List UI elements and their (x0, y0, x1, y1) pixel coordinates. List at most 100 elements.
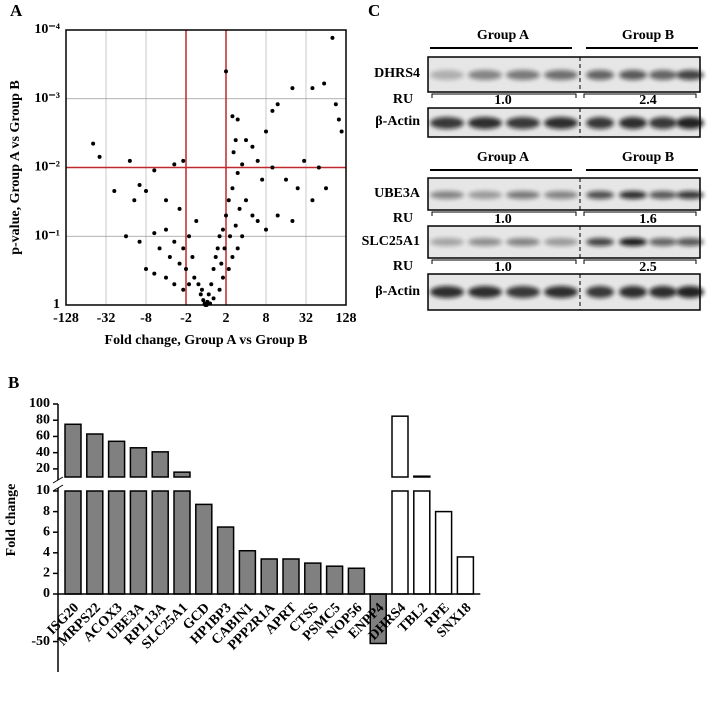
point (228, 234, 233, 239)
point (167, 254, 172, 259)
point (339, 129, 344, 134)
point (330, 35, 335, 40)
point (230, 254, 235, 259)
x-axis-label: Fold change, Group A vs Group B (105, 333, 308, 348)
y-tick-label: 6 (43, 524, 50, 539)
point (316, 165, 321, 170)
point (152, 168, 157, 173)
x-tick-label: -8 (140, 311, 152, 326)
point (270, 108, 275, 113)
band (619, 286, 647, 298)
point (284, 177, 288, 182)
y-tick-label: 10⁻⁴ (34, 22, 60, 37)
point (233, 223, 238, 228)
band (649, 286, 677, 298)
y-tick-label: 60 (36, 429, 50, 444)
bar (64, 423, 82, 478)
band (506, 70, 540, 80)
group-header: Group B (622, 150, 674, 165)
band (506, 191, 540, 199)
band (544, 286, 578, 298)
point (220, 275, 225, 280)
point (220, 227, 225, 232)
point (157, 246, 162, 251)
point (164, 227, 168, 232)
point (181, 158, 186, 163)
group-header: Group A (477, 28, 530, 43)
point (226, 267, 231, 272)
bracket (583, 211, 697, 216)
point (152, 231, 157, 236)
bar (107, 440, 126, 478)
ru-label: RU (393, 211, 413, 226)
point (255, 158, 260, 163)
point (295, 186, 300, 191)
band (468, 238, 502, 246)
point (275, 102, 280, 107)
bar (64, 490, 82, 595)
band (586, 191, 614, 199)
band (430, 117, 464, 129)
ru-label: RU (393, 259, 413, 274)
bracket (583, 93, 697, 98)
point (275, 213, 280, 218)
x-tick-label: -128 (53, 311, 79, 326)
point (152, 271, 157, 276)
point (192, 275, 197, 280)
ru-label: RU (393, 92, 413, 107)
point (290, 218, 295, 223)
y-tick-label: 1 (53, 297, 60, 312)
y-tick-label: 0 (43, 586, 50, 601)
ru-value: 1.0 (494, 212, 512, 227)
band (619, 70, 647, 80)
band (586, 117, 614, 129)
point (124, 234, 128, 239)
bar (238, 549, 257, 595)
ru-value: 1.6 (639, 212, 657, 227)
bracket (431, 211, 577, 216)
point (144, 267, 148, 272)
point (240, 234, 245, 239)
point (172, 162, 177, 167)
point (302, 158, 307, 163)
point (240, 162, 245, 167)
protein-label: β-Actin (375, 284, 420, 299)
point (333, 102, 338, 107)
ru-value: 1.0 (494, 260, 512, 275)
point (235, 246, 240, 251)
point (164, 198, 168, 203)
band (586, 70, 614, 80)
point (164, 275, 168, 280)
point (264, 129, 268, 134)
point (224, 213, 228, 218)
point (196, 282, 201, 287)
band (649, 70, 677, 80)
x-tick-label: 8 (263, 311, 270, 326)
point (144, 189, 148, 194)
point (132, 198, 137, 203)
band (506, 117, 540, 129)
point (322, 81, 327, 86)
band (430, 286, 464, 298)
band (619, 117, 647, 129)
point (222, 246, 227, 251)
bar (456, 556, 475, 595)
bar (347, 567, 366, 595)
bar (86, 433, 104, 478)
band (468, 70, 502, 80)
y-tick-label: 80 (36, 412, 50, 427)
point (206, 292, 211, 297)
point (264, 227, 268, 232)
y-tick-label: 10 (36, 483, 50, 498)
point (172, 282, 177, 287)
band (586, 286, 614, 298)
bar (325, 565, 344, 595)
x-tick-label: -2 (180, 311, 192, 326)
band (649, 191, 677, 199)
point (201, 298, 206, 303)
point (209, 282, 214, 287)
band (676, 117, 704, 129)
point (213, 254, 218, 259)
point (237, 206, 242, 211)
band (506, 286, 540, 298)
